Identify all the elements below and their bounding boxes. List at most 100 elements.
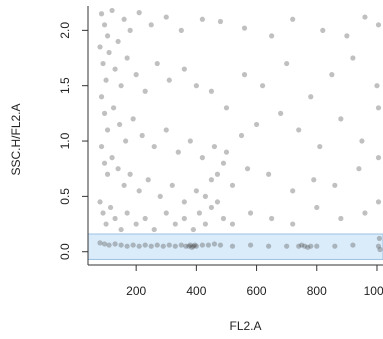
data-point: [186, 243, 192, 249]
data-point: [112, 215, 118, 222]
data-point: [229, 243, 236, 249]
data-point: [98, 94, 105, 100]
data-point: [154, 242, 160, 248]
data-point: [163, 14, 169, 20]
data-point: [142, 88, 148, 94]
data-point: [133, 221, 139, 227]
data-point: [344, 33, 350, 39]
data-point: [269, 215, 275, 222]
data-point: [199, 16, 205, 22]
data-point: [109, 155, 115, 161]
data-point: [375, 199, 382, 205]
data-point: [211, 241, 218, 247]
data-point: [106, 242, 112, 248]
data-point: [166, 77, 172, 83]
data-point: [217, 18, 224, 25]
data-point: [375, 155, 382, 161]
data-point: [332, 243, 338, 249]
data-point: [154, 60, 160, 67]
data-point: [238, 132, 245, 139]
data-point: [124, 243, 130, 249]
data-point: [305, 244, 311, 250]
data-point: [193, 243, 199, 249]
data-point: [172, 243, 178, 249]
data-point: [193, 83, 199, 89]
data-point: [189, 244, 195, 250]
data-point: [269, 33, 275, 39]
data-point: [220, 215, 227, 222]
data-point: [253, 121, 260, 128]
data-point: [190, 243, 196, 249]
data-point: [145, 177, 151, 183]
data-point: [290, 221, 296, 227]
data-point: [118, 242, 124, 248]
data-point: [166, 242, 172, 248]
data-point: [296, 243, 302, 249]
data-point: [136, 243, 142, 249]
data-point: [247, 210, 254, 216]
data-point: [130, 116, 136, 122]
data-point: [350, 55, 356, 61]
data-point: [148, 22, 154, 28]
data-point: [187, 242, 193, 248]
data-point: [178, 242, 184, 248]
data-point: [187, 138, 193, 144]
data-point: [121, 182, 127, 188]
data-point: [118, 226, 124, 233]
x-axis-title: FL2.A: [229, 319, 261, 333]
data-point: [244, 166, 251, 172]
data-point: [211, 143, 218, 150]
data-point: [157, 193, 163, 199]
x-tick-label: 600: [247, 284, 267, 298]
data-point: [130, 242, 136, 248]
y-tick-label: 0.0: [58, 243, 72, 260]
data-point: [101, 22, 108, 28]
data-point: [356, 166, 362, 172]
data-point: [299, 242, 305, 248]
data-point: [229, 182, 236, 188]
data-point: [172, 221, 178, 227]
data-point: [214, 171, 221, 177]
data-point: [183, 243, 189, 249]
data-point: [98, 143, 105, 150]
data-point: [117, 121, 123, 128]
data-point: [163, 127, 169, 133]
data-point: [332, 182, 338, 188]
data-point: [290, 188, 296, 194]
data-point: [208, 177, 215, 183]
data-point: [101, 241, 108, 247]
data-point: [229, 221, 236, 227]
data-point: [223, 105, 230, 111]
data-point: [217, 242, 224, 248]
data-point: [290, 16, 296, 22]
points-layer: [97, 7, 383, 253]
data-point: [100, 60, 106, 67]
data-point: [133, 72, 139, 78]
data-point: [103, 77, 109, 83]
data-point: [199, 242, 205, 248]
data-point: [110, 105, 117, 111]
data-point: [375, 243, 382, 249]
data-point: [308, 243, 314, 249]
data-point: [124, 55, 130, 61]
data-point: [181, 215, 187, 222]
data-point: [241, 72, 248, 78]
data-point: [175, 149, 181, 155]
data-point: [338, 215, 344, 222]
y-tick-label: 1.5: [58, 77, 72, 94]
data-point: [320, 27, 326, 33]
data-point: [284, 243, 290, 249]
data-point: [98, 11, 105, 17]
x-tick-label: 800: [307, 284, 327, 298]
data-point: [284, 60, 290, 67]
data-point: [196, 210, 202, 216]
data-point: [311, 177, 317, 183]
data-point: [317, 143, 323, 150]
data-point: [115, 166, 121, 172]
data-point: [266, 243, 272, 249]
data-point: [208, 204, 215, 211]
data-point: [169, 182, 175, 188]
